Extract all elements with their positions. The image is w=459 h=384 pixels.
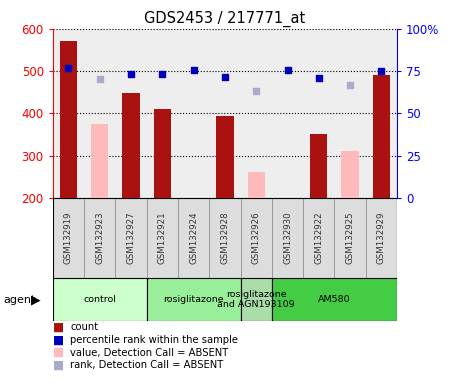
Text: GSM132927: GSM132927 xyxy=(127,212,135,265)
Text: count: count xyxy=(70,322,98,332)
Bar xyxy=(272,198,303,278)
Text: ■: ■ xyxy=(53,359,64,372)
Text: agent: agent xyxy=(4,295,36,305)
Point xyxy=(221,74,229,80)
Point xyxy=(65,65,72,71)
Bar xyxy=(115,198,147,278)
Bar xyxy=(247,172,265,198)
Bar xyxy=(241,278,272,321)
Bar xyxy=(310,134,327,198)
Text: value, Detection Call = ABSENT: value, Detection Call = ABSENT xyxy=(70,348,229,358)
Bar xyxy=(366,198,397,278)
Point xyxy=(315,75,323,81)
Bar xyxy=(272,278,397,321)
Text: ▶: ▶ xyxy=(31,294,40,307)
Bar xyxy=(216,116,234,198)
Text: GSM132926: GSM132926 xyxy=(252,212,261,265)
Text: rosiglitazone: rosiglitazone xyxy=(163,295,224,304)
Text: ■: ■ xyxy=(53,346,64,359)
Bar xyxy=(341,151,358,198)
Bar xyxy=(373,75,390,198)
Bar xyxy=(60,41,77,198)
Bar xyxy=(178,198,209,278)
Bar xyxy=(147,278,241,321)
Point xyxy=(347,81,354,88)
Text: ■: ■ xyxy=(53,333,64,346)
Text: AM580: AM580 xyxy=(318,295,351,304)
Point xyxy=(159,71,166,78)
Text: GSM132923: GSM132923 xyxy=(95,212,104,265)
Text: ■: ■ xyxy=(53,321,64,334)
Text: GSM132928: GSM132928 xyxy=(220,212,230,265)
Text: rosiglitazone
and AGN193109: rosiglitazone and AGN193109 xyxy=(218,290,295,309)
Bar xyxy=(303,198,335,278)
Point xyxy=(252,88,260,94)
Text: GSM132919: GSM132919 xyxy=(64,212,73,264)
Bar xyxy=(53,278,147,321)
Text: GSM132930: GSM132930 xyxy=(283,212,292,265)
Bar xyxy=(84,198,115,278)
Point xyxy=(96,76,103,83)
Text: GSM132929: GSM132929 xyxy=(377,212,386,264)
Bar xyxy=(209,198,241,278)
Bar xyxy=(91,124,108,198)
Point xyxy=(284,67,291,73)
Bar xyxy=(241,198,272,278)
Bar xyxy=(154,109,171,198)
Text: GSM132921: GSM132921 xyxy=(158,212,167,265)
Text: percentile rank within the sample: percentile rank within the sample xyxy=(70,335,238,345)
Title: GDS2453 / 217771_at: GDS2453 / 217771_at xyxy=(144,11,306,27)
Text: control: control xyxy=(83,295,116,304)
Text: GSM132924: GSM132924 xyxy=(189,212,198,265)
Text: rank, Detection Call = ABSENT: rank, Detection Call = ABSENT xyxy=(70,360,224,370)
Bar xyxy=(335,198,366,278)
Text: GSM132922: GSM132922 xyxy=(314,212,323,265)
Point xyxy=(127,71,134,78)
Bar xyxy=(147,198,178,278)
Bar xyxy=(53,198,84,278)
Text: GSM132925: GSM132925 xyxy=(346,212,355,265)
Point xyxy=(190,67,197,73)
Point xyxy=(378,68,385,74)
Bar xyxy=(123,93,140,198)
